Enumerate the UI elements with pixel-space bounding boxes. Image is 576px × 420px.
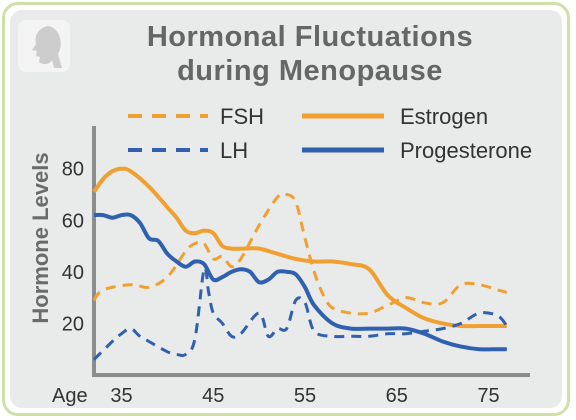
legend-label-fsh: FSH [220,104,264,129]
chart-title: Hormonal Fluctuations during Menopause [70,20,550,88]
title-line-2: during Menopause [177,55,443,87]
legend-label-progesterone: Progesterone [400,138,532,163]
series-line-fsh [92,192,508,316]
legend-label-lh: LH [220,138,248,163]
legend-item-progesterone: Progesterone [302,138,532,163]
series-line-progesterone [93,212,507,352]
x-axis-age-label: Age [52,385,88,407]
series-line-estrogen [92,166,507,329]
y-tick-label-80: 80 [62,159,84,181]
x-tick-labels: 35 45 55 65 75 [110,385,499,407]
chart-legend: FSH Estrogen LH Progesterone [128,104,532,163]
legend-item-estrogen: Estrogen [302,104,488,129]
legend-item-fsh: FSH [128,104,264,129]
x-tick-label-35: 35 [110,385,132,407]
chart-card: Hormonal Fluctuations during Menopause [10,10,562,408]
series-line-lh [92,266,508,361]
series-layer [92,166,508,361]
legend-label-estrogen: Estrogen [400,104,488,129]
y-tick-label-40: 40 [62,262,84,284]
x-tick-label-45: 45 [202,385,224,407]
face-logo-icon [18,20,70,72]
title-line-1: Hormonal Fluctuations [146,21,474,53]
x-tick-label-55: 55 [294,385,316,407]
y-tick-label-60: 60 [62,210,84,232]
x-tick-label-75: 75 [477,385,499,407]
legend-item-lh: LH [128,138,248,163]
y-axis-label: Hormone Levels [28,152,53,323]
y-tick-label-20: 20 [62,313,84,335]
x-tick-label-65: 65 [386,385,408,407]
y-tick-labels: 20 40 60 80 [62,159,84,336]
